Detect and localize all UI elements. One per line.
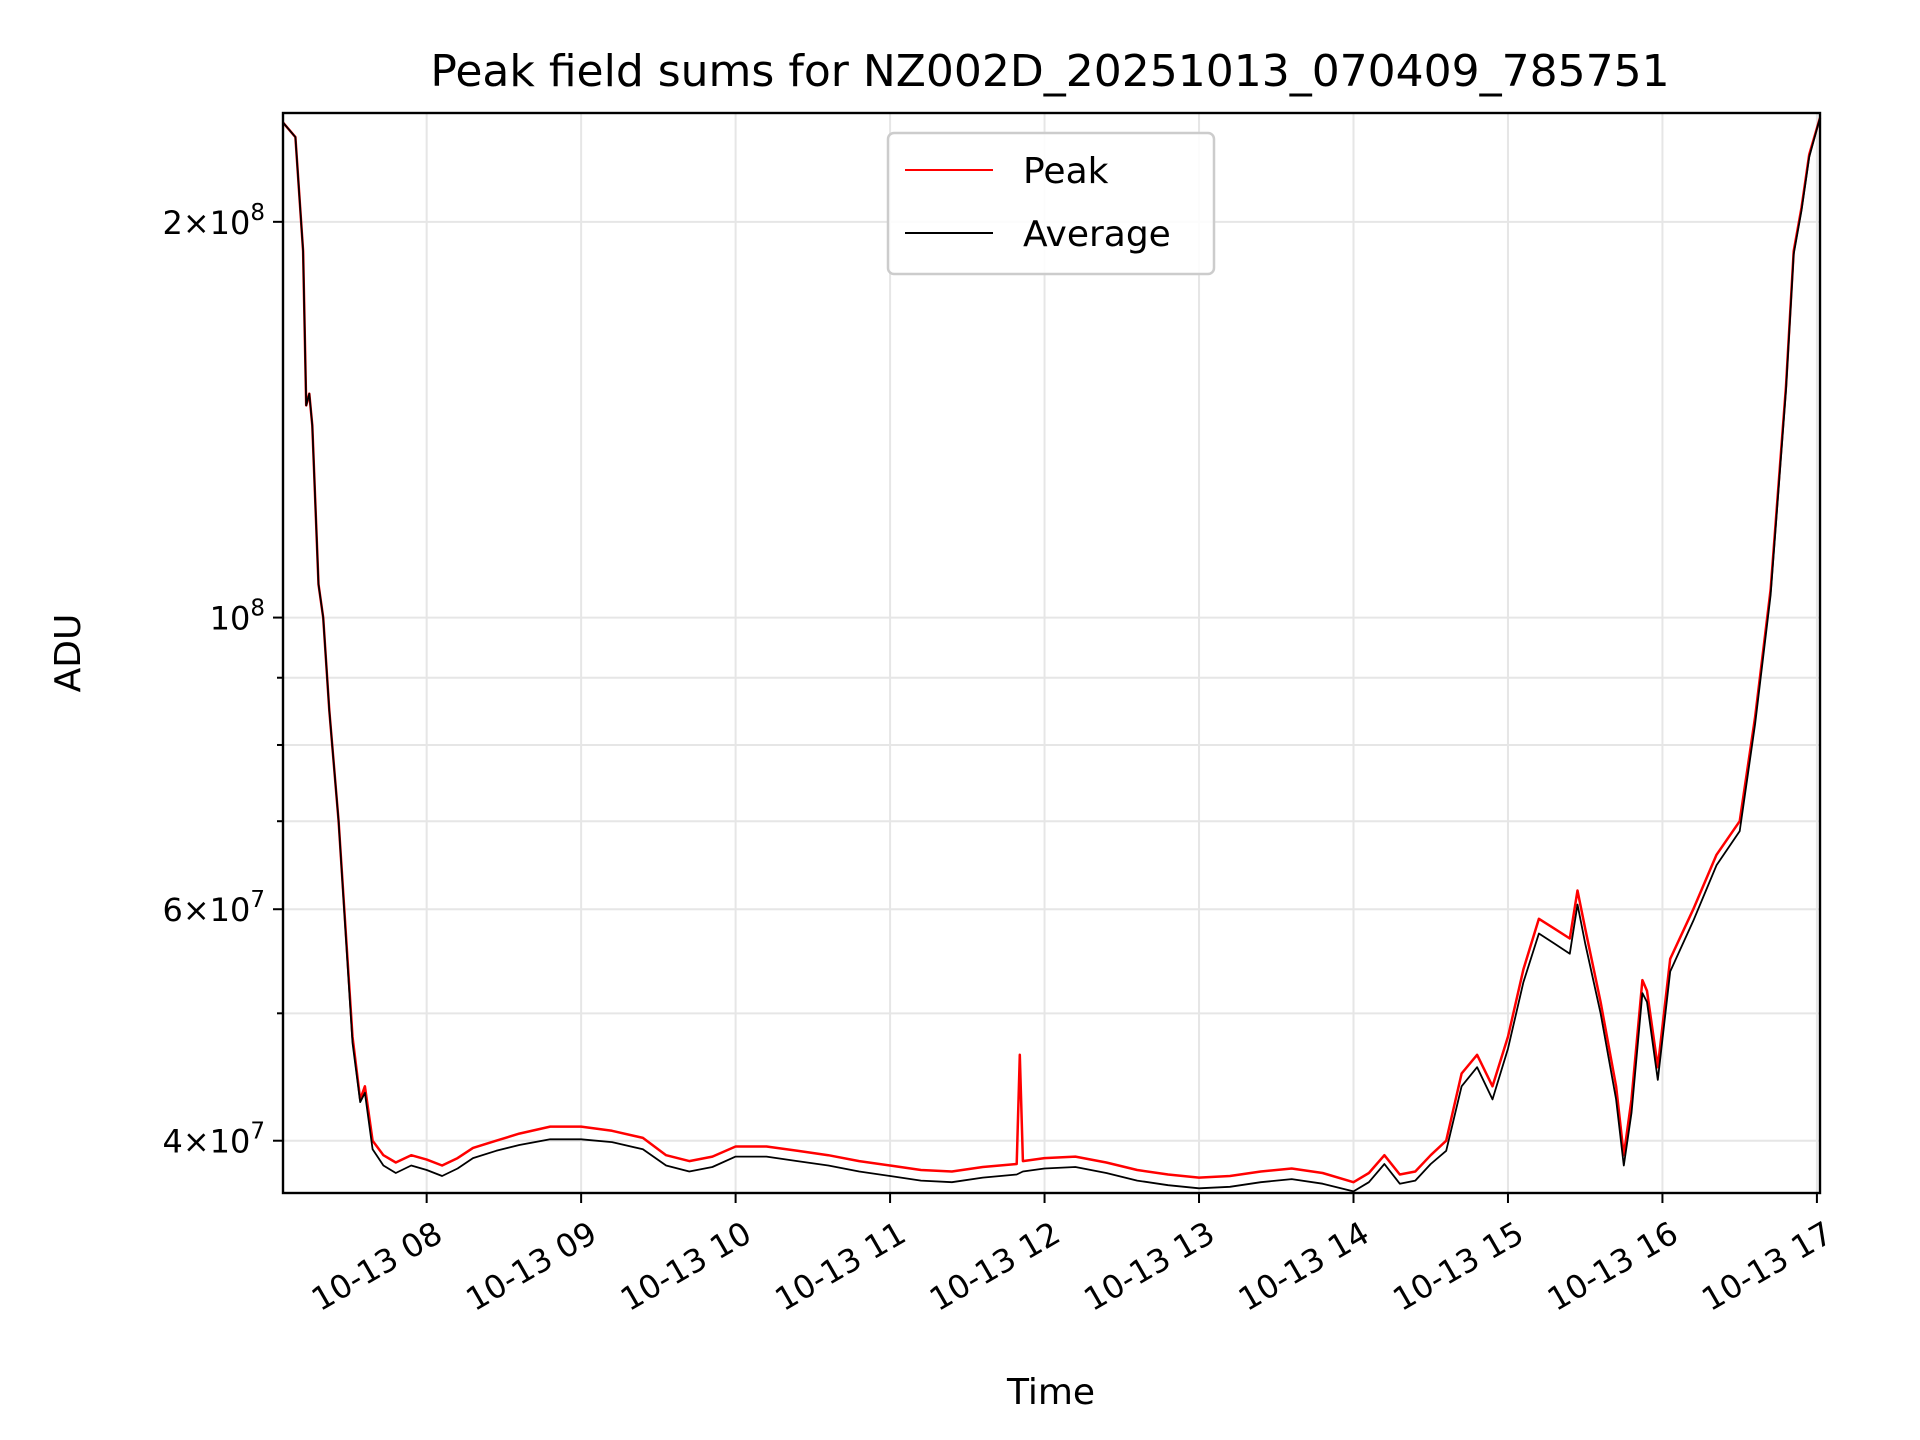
y-axis-label: ADU	[48, 614, 89, 693]
series-lines	[282, 117, 1822, 1193]
x-axis-label: Time	[1006, 1372, 1095, 1413]
y-tick-label: 6×107	[162, 887, 265, 929]
legend-peak-label: Peak	[1023, 151, 1109, 192]
legend-average-label: Average	[1023, 214, 1171, 255]
chart-title: Peak field sums for NZ002D_20251013_0704…	[430, 46, 1669, 97]
legend-box	[886, 131, 1216, 276]
series-line-average	[282, 117, 1821, 1193]
y-tick-label: 2×108	[162, 200, 265, 242]
plot-frame	[281, 111, 1822, 1195]
y-tick-label: 4×107	[162, 1119, 265, 1161]
series-line-peak	[282, 117, 1822, 1184]
y-tick-label: 108	[210, 596, 265, 638]
legend: Peak Average	[886, 131, 1216, 276]
